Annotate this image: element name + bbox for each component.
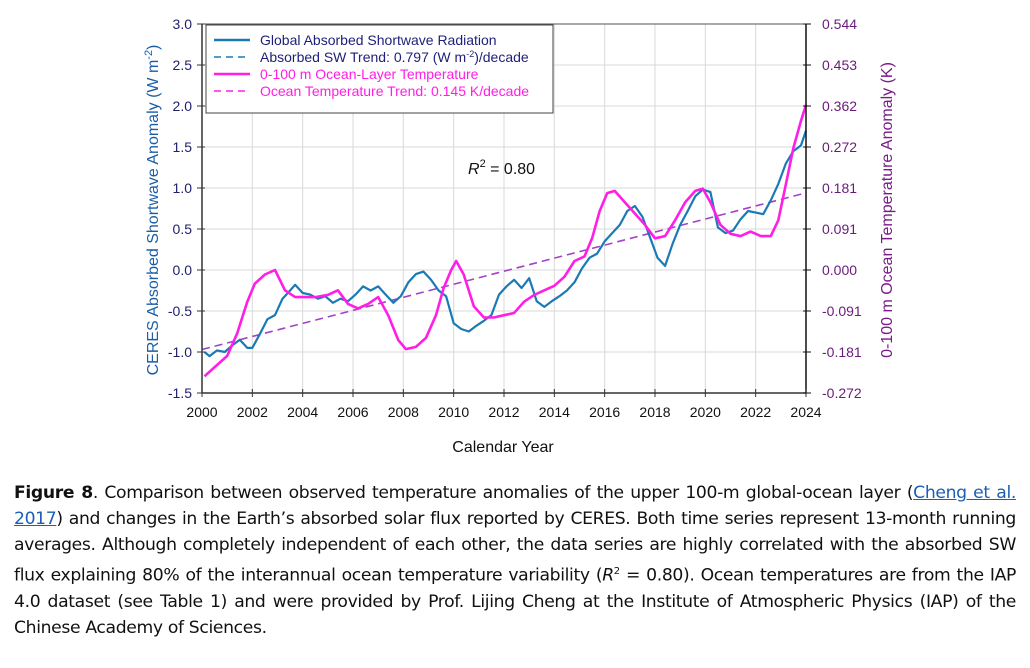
y-right-tick-label: 0.544 [822,16,857,32]
tick-labels: 2000 2002 2004 2006 2008 2010 2012 2014 2016 2018… [168,16,862,420]
x-tick-label: 2002 [237,404,268,420]
caption-text-2: ) and changes in the Earth’s absorbed so… [14,509,1016,586]
y-left-tick-label: 2.0 [173,98,193,114]
legend-box [205,24,554,114]
y-left-tick-label: 2.5 [173,57,193,73]
y-left-tick-label: 0.5 [173,221,193,237]
y-right-tick-label: -0.272 [822,385,862,401]
caption-text-3: = 0.80). Ocean temperatures are from the… [14,565,1016,638]
y-left-tick-label: 0.0 [173,262,193,278]
y-right-tick-label: 0.091 [822,221,857,237]
y-right-tick-label: 0.362 [822,98,857,114]
legend-entry-label: Absorbed SW Trend: 0.797 (W m-2)/decade [260,49,529,65]
legend-entry-label: 0-100 m Ocean-Layer Temperature [260,66,479,82]
y-left-tick-label: -1.0 [168,344,192,360]
series-layer [201,104,808,378]
x-tick-label: 2010 [438,404,469,420]
y-right-tick-label: 0.000 [822,262,857,278]
axes [197,23,811,397]
figure-caption: Figure 8. Comparison between observed te… [14,480,1016,641]
x-axis-title: Calendar Year [452,439,554,456]
x-tick-label: 2018 [639,404,670,420]
legend-entry-label: Global Absorbed Shortwave Radiation [260,32,497,48]
legend: Global Absorbed Shortwave RadiationAbsor… [205,24,554,114]
y-right-tick-label: -0.181 [822,344,862,360]
y-left-tick-label: -1.5 [168,385,192,401]
figure-label: Figure 8 [14,483,93,503]
ocean-series-line [203,104,808,378]
x-tick-label: 2022 [740,404,771,420]
x-tick-label: 2006 [337,404,368,420]
x-tick-label: 2024 [790,404,821,420]
y-left-tick-label: -0.5 [168,303,192,319]
x-tick-label: 2014 [539,404,570,420]
x-tick-label: 2012 [488,404,519,420]
y-left-tick-label: 1.5 [173,139,193,155]
r-symbol: R [602,565,614,586]
y-right-tick-label: 0.453 [822,57,857,73]
chart: 2000 2002 2004 2006 2008 2010 2012 2014 2016 2018… [143,16,896,456]
r-squared-annotation: R2 = 0.80 [468,158,535,178]
x-tick-label: 2008 [388,404,419,420]
legend-entry-label: Ocean Temperature Trend: 0.145 K/decade [260,83,529,99]
sw-series-line [203,130,808,358]
y-right-tick-label: 0.272 [822,139,857,155]
y-right-tick-label: 0.181 [822,180,857,196]
y-axis-left-title: CERES Absorbed Shortwave Anomaly (W m-2) [143,45,162,376]
r-superscript: 2 [613,565,620,577]
y-right-tick-label: -0.091 [822,303,862,319]
caption-text-1: . Comparison between observed temperatur… [92,483,914,503]
y-left-tick-label: 1.0 [173,180,193,196]
citation-link[interactable]: Cheng et al. 2017 [14,483,1016,530]
x-tick-label: 2004 [287,404,318,420]
y-left-tick-label: 3.0 [173,16,193,32]
y-axis-right-title: 0-100 m Ocean Temperature Anomaly (K) [879,62,896,358]
x-tick-label: 2020 [690,404,721,420]
x-tick-label: 2000 [186,404,217,420]
x-tick-label: 2016 [589,404,620,420]
